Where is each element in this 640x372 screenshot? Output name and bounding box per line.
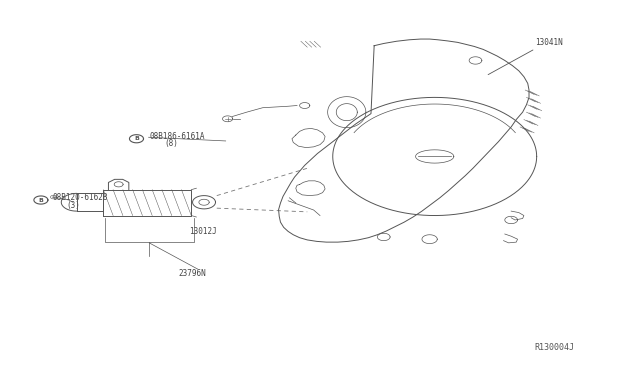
Text: 23796N: 23796N	[179, 269, 206, 279]
Text: B: B	[134, 136, 139, 141]
Text: 08B120-61628: 08B120-61628	[52, 193, 108, 202]
Text: 13012J: 13012J	[189, 227, 217, 236]
Text: 13041N: 13041N	[536, 38, 563, 47]
Text: B: B	[38, 198, 44, 202]
Text: (3): (3)	[67, 201, 80, 210]
Text: (8): (8)	[164, 140, 178, 148]
Text: R130004J: R130004J	[534, 343, 575, 352]
Text: 08B186-6161A: 08B186-6161A	[150, 132, 205, 141]
